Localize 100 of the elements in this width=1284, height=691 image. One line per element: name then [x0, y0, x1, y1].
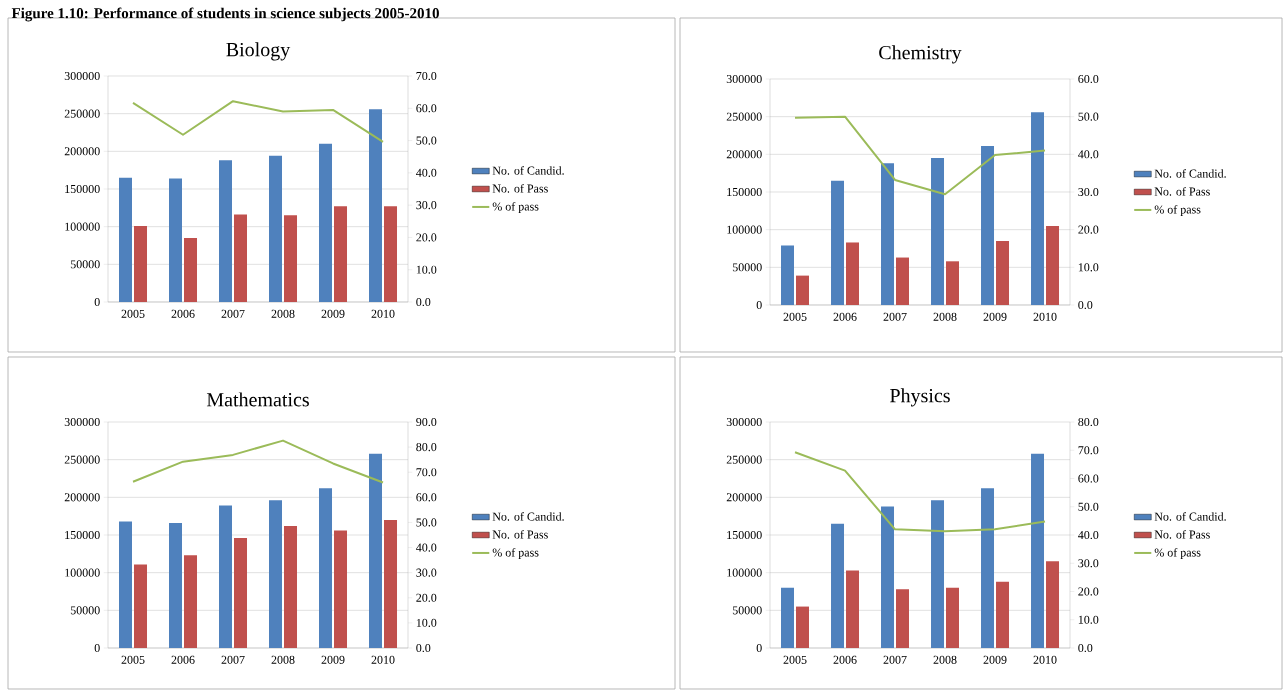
- chart-title: Biology: [226, 42, 291, 61]
- y-tick-label: 50000: [732, 263, 762, 272]
- y2-tick-label: 50.0: [416, 518, 437, 527]
- x-tick-label: 2010: [371, 655, 395, 664]
- x-tick-label: 2006: [833, 655, 857, 664]
- bar: [384, 519, 398, 648]
- y-tick-label: 200000: [64, 493, 100, 502]
- x-tick-label: 2005: [783, 655, 807, 664]
- x-tick-label: 2010: [1033, 655, 1057, 664]
- y2-tick-label: 10.0: [416, 265, 437, 274]
- y-tick-label: 150000: [65, 184, 100, 194]
- bar: [796, 275, 810, 305]
- bar: [369, 109, 383, 302]
- y2-tick-label: 70.0: [1078, 446, 1099, 455]
- bar: [169, 522, 183, 648]
- x-tick-label: 2005: [121, 655, 145, 664]
- y2-tick-label: 40.0: [416, 543, 437, 552]
- y2-tick-label: 60.0: [416, 104, 437, 113]
- bar: [1031, 453, 1045, 648]
- x-tick-label: 2009: [321, 309, 345, 318]
- bar: [269, 155, 283, 302]
- y-tick-label: 300000: [64, 71, 100, 81]
- y-tick-label: 100000: [65, 568, 100, 577]
- y-tick-label: 50000: [732, 606, 762, 615]
- bar: [319, 143, 332, 302]
- x-tick-label: 2009: [983, 312, 1007, 321]
- y-tick-label: 100000: [727, 225, 762, 234]
- legend-label: % of pass: [1154, 547, 1201, 559]
- x-tick-label: 2008: [271, 655, 295, 664]
- y2-tick-label: 50.0: [416, 136, 437, 145]
- bar: [369, 453, 383, 648]
- bar: [169, 178, 182, 302]
- chart-title: Chemistry: [879, 45, 962, 64]
- y-tick-label: 200000: [726, 493, 762, 502]
- x-tick-label: 2010: [371, 309, 395, 318]
- bar: [119, 521, 132, 648]
- legend-label: No. of Candid.: [492, 512, 564, 521]
- legend-label: % of pass: [492, 547, 539, 559]
- x-tick-label: 2009: [321, 655, 345, 664]
- bar: [896, 589, 910, 648]
- chart-title: Mathematics: [206, 392, 309, 407]
- y2-tick-label: 60.0: [1078, 74, 1099, 84]
- bar: [284, 215, 298, 302]
- y2-tick-label: 40.0: [416, 168, 437, 177]
- y2-tick-label: 0.0: [416, 297, 431, 307]
- bar: [831, 180, 845, 305]
- legend-label: No. of Pass: [1154, 530, 1210, 539]
- y2-tick-label: 30.0: [1078, 559, 1099, 568]
- y-tick-label: 250000: [726, 455, 762, 464]
- legend-label: No. of Candid.: [1154, 169, 1226, 178]
- y2-tick-label: 0.0: [1078, 643, 1093, 653]
- x-tick-label: 2008: [933, 312, 957, 321]
- y-tick-label: 150000: [65, 530, 100, 540]
- bar: [931, 158, 945, 305]
- y2-tick-label: 20.0: [1078, 587, 1099, 596]
- y2-tick-label: 80.0: [416, 443, 437, 452]
- y-tick-label: 0: [756, 300, 762, 310]
- legend-label: No. of Candid.: [1154, 512, 1226, 521]
- bar: [796, 606, 810, 648]
- y2-tick-label: 10.0: [416, 618, 437, 627]
- x-tick-label: 2009: [983, 655, 1007, 664]
- bar: [284, 525, 298, 648]
- bar: [184, 237, 197, 302]
- y2-tick-label: 30.0: [416, 568, 437, 577]
- y-tick-label: 250000: [64, 455, 100, 464]
- x-tick-label: 2005: [121, 309, 145, 318]
- bar: [946, 587, 960, 648]
- y-tick-label: 300000: [726, 417, 762, 427]
- y2-tick-label: 70.0: [416, 468, 437, 477]
- bar: [981, 488, 995, 648]
- y-tick-label: 250000: [726, 112, 762, 121]
- y-tick-label: 50000: [70, 260, 100, 269]
- x-tick-label: 2008: [933, 655, 957, 664]
- bar: [831, 523, 845, 648]
- legend-label: No. of Pass: [492, 184, 548, 193]
- y2-tick-label: 80.0: [1078, 417, 1099, 427]
- y2-tick-label: 30.0: [416, 201, 437, 210]
- x-tick-label: 2006: [171, 655, 195, 664]
- bar: [846, 242, 860, 305]
- bar: [134, 225, 147, 302]
- x-tick-label: 2007: [221, 309, 245, 318]
- bar: [981, 146, 995, 305]
- y2-tick-label: 40.0: [1078, 150, 1099, 159]
- y-tick-label: 150000: [727, 530, 762, 540]
- x-tick-label: 2007: [221, 655, 245, 664]
- bar: [269, 500, 283, 648]
- y2-tick-label: 60.0: [1078, 474, 1099, 483]
- bar: [846, 570, 860, 648]
- bar: [319, 488, 333, 648]
- bar: [219, 160, 233, 302]
- y2-tick-label: 50.0: [1078, 112, 1099, 121]
- bar: [334, 206, 348, 302]
- y2-tick-label: 20.0: [1078, 225, 1099, 234]
- y2-tick-label: 50.0: [1078, 502, 1099, 511]
- bar: [1031, 112, 1045, 305]
- bar: [119, 177, 132, 302]
- line-series: [794, 115, 1047, 196]
- y2-tick-label: 20.0: [416, 593, 437, 602]
- y-tick-label: 0: [756, 643, 762, 653]
- bar: [946, 261, 960, 305]
